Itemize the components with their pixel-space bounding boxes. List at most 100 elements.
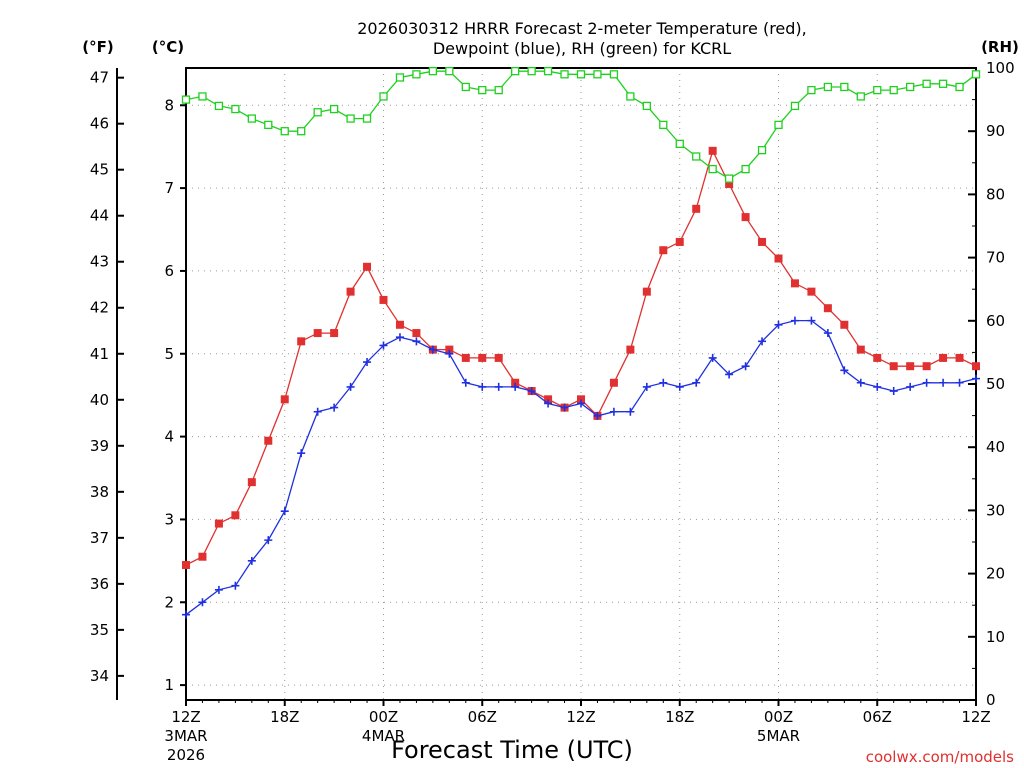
dewpoint-point	[297, 449, 306, 458]
2-meter-temperature-point	[247, 478, 256, 487]
dewpoint-point	[461, 378, 470, 387]
2-meter-temperature-point	[922, 362, 931, 371]
dewpoint-point	[889, 387, 898, 396]
2-meter-temperature-point	[708, 146, 717, 155]
fahrenheit-tick-label: 38	[90, 483, 109, 501]
2-meter-temperature-point	[790, 279, 799, 288]
dewpoint-line	[185, 319, 977, 616]
dewpoint-point	[247, 556, 256, 565]
2-meter-temperature-point	[544, 395, 553, 404]
2-meter-temperature-point	[494, 353, 503, 362]
fahrenheit-unit-label: (°F)	[82, 38, 113, 56]
x-tick-label: 12Z	[171, 708, 200, 726]
rh-point	[264, 120, 273, 130]
celsius-tick-label: 6	[164, 262, 174, 280]
2-meter-temperature-point	[461, 353, 470, 362]
2-meter-temperature-point	[939, 353, 948, 362]
2-meter-temperature-point	[182, 560, 190, 569]
x-tick-label: 06Z	[468, 708, 497, 726]
dewpoint-point	[955, 378, 964, 387]
2-meter-temperature-point	[823, 304, 832, 313]
rh-point	[593, 70, 602, 79]
fahrenheit-tick-label: 34	[90, 667, 109, 685]
dewpoint-point	[609, 407, 618, 416]
rh-point	[198, 92, 207, 101]
rh-point	[659, 120, 668, 130]
x-tick-label: 00Z	[369, 708, 398, 726]
rh-point	[889, 85, 898, 95]
dewpoint-point	[906, 382, 915, 391]
dewpoint-point	[313, 407, 322, 416]
plot-frame	[185, 67, 977, 701]
fahrenheit-tick-label: 44	[90, 207, 109, 225]
rh-point	[774, 120, 783, 130]
2-meter-temperature-point	[330, 329, 339, 338]
x-tick-label: 06Z	[863, 708, 892, 726]
rh-point	[181, 95, 191, 104]
dewpoint-point	[758, 337, 767, 346]
2-meter-temperature-point	[840, 320, 849, 329]
2-meter-temperature-point	[198, 552, 207, 561]
dewpoint-point	[379, 341, 388, 350]
fahrenheit-tick-label: 41	[90, 345, 109, 363]
dewpoint-point	[593, 411, 602, 420]
rh-point	[428, 67, 438, 76]
fahrenheit-tick-label: 42	[90, 299, 109, 317]
dewpoint-point	[527, 387, 536, 396]
dewpoint-point	[790, 316, 799, 325]
rh-point	[692, 152, 701, 161]
dewpoint-point	[577, 399, 585, 408]
2-meter-temperature-point	[906, 362, 915, 371]
dewpoint-point	[560, 403, 569, 412]
fahrenheit-tick-label: 39	[90, 437, 109, 455]
2-meter-temperature-point	[807, 287, 816, 296]
celsius-tick-label: 3	[164, 510, 174, 528]
dewpoint-point	[856, 378, 865, 387]
2-meter-temperature-point	[511, 378, 520, 387]
dewpoint-point	[725, 370, 734, 379]
fahrenheit-tick-label: 43	[90, 253, 109, 271]
rh-point	[626, 92, 635, 101]
dewpoint-point	[807, 316, 816, 325]
2-meter-temperature-point	[856, 345, 865, 354]
dewpoint-point	[511, 382, 520, 391]
dewpoint-point	[939, 378, 948, 387]
2-meter-temperature-point	[642, 287, 651, 296]
rh-point	[642, 101, 651, 111]
rh-point	[231, 104, 240, 114]
celsius-unit-label: (°C)	[152, 38, 184, 56]
dewpoint-point	[330, 403, 339, 412]
dewpoint-point	[840, 366, 849, 375]
rh-tick-label: 0	[986, 691, 996, 709]
rh-point	[395, 73, 405, 82]
rh-point	[971, 70, 981, 79]
dewpoint-point	[544, 399, 553, 408]
fahrenheit-tick-label: 46	[90, 115, 109, 133]
dewpoint-point	[494, 382, 503, 391]
rh-point	[346, 114, 355, 123]
rh-tick-label: 20	[986, 565, 1005, 583]
celsius-tick-label: 4	[164, 428, 174, 446]
2-meter-temperature-point	[346, 287, 355, 296]
dewpoint-point	[445, 349, 454, 358]
2-meter-temperature-point	[626, 345, 635, 354]
dewpoint-point	[972, 374, 980, 383]
rh-point	[741, 164, 750, 174]
rh-point	[379, 92, 388, 101]
series-layer	[181, 67, 981, 619]
x-tick-label: 18Z	[270, 708, 299, 726]
2-meter-temperature-point	[955, 353, 964, 362]
celsius-tick-label: 5	[164, 345, 174, 363]
2-meter-temperature-point	[675, 237, 684, 246]
fahrenheit-tick-label: 40	[90, 391, 109, 409]
dewpoint-point	[659, 378, 668, 387]
fahrenheit-tick-label: 36	[90, 575, 109, 593]
2-meter-temperature-point	[659, 246, 668, 255]
fahrenheit-tick-label: 35	[90, 621, 109, 639]
rh-point	[313, 108, 322, 117]
celsius-tick-label: 2	[164, 593, 174, 611]
dewpoint-point	[412, 337, 421, 346]
2-meter-temperature-point	[873, 353, 882, 362]
celsius-tick-label: 8	[164, 96, 174, 114]
